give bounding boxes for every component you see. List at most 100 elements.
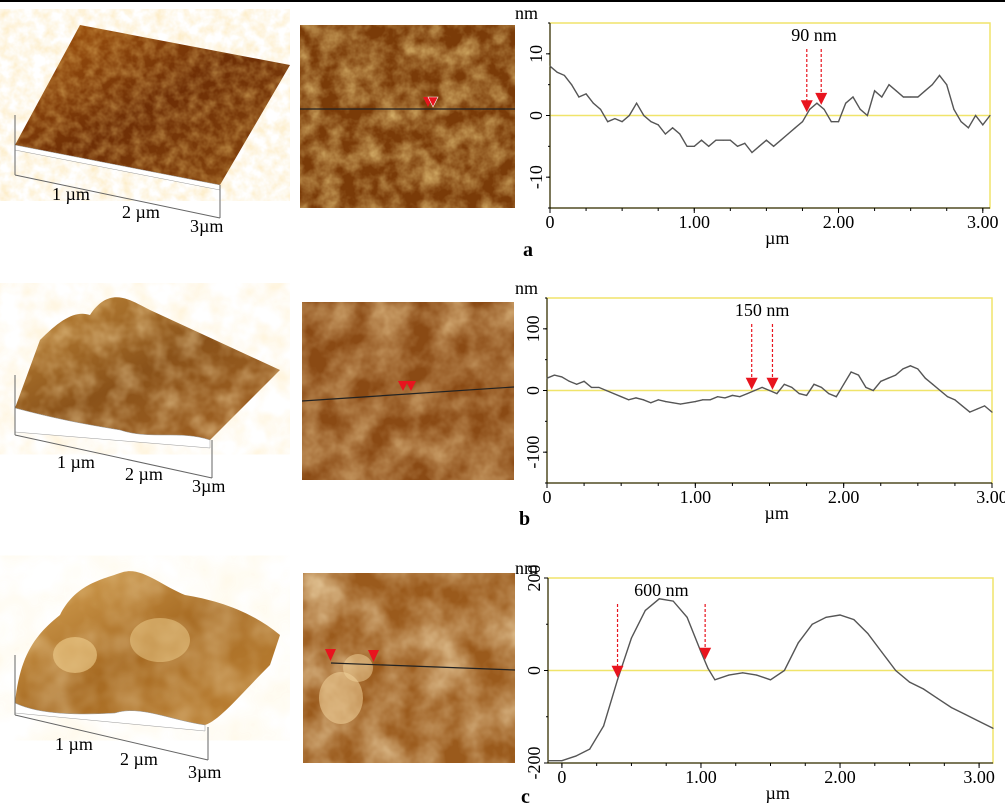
profile-point xyxy=(571,84,573,86)
profile-point xyxy=(628,114,630,117)
profile-point xyxy=(589,748,591,750)
profile-point xyxy=(936,697,938,699)
profile-point xyxy=(816,102,818,104)
profile-point xyxy=(621,121,623,123)
profile-point xyxy=(850,371,852,373)
profile-point xyxy=(643,114,645,117)
profile-point xyxy=(708,145,710,147)
marker-right xyxy=(406,381,416,391)
profile-point xyxy=(825,616,827,618)
profile-point xyxy=(867,632,869,635)
profile-point xyxy=(857,374,860,376)
y-axis-label: nm xyxy=(515,558,538,578)
profile-point xyxy=(976,408,978,410)
profile-point xyxy=(791,386,793,389)
marker-arrow xyxy=(699,647,712,660)
profile-point xyxy=(729,139,731,141)
profile-point xyxy=(776,392,778,395)
profile-line xyxy=(549,65,991,154)
profile-point xyxy=(902,368,904,370)
profile-point xyxy=(754,389,756,392)
profile-point xyxy=(576,383,578,385)
profile-point xyxy=(845,102,847,104)
profile-point xyxy=(605,389,607,392)
profile-point xyxy=(563,74,566,77)
profile-point xyxy=(585,93,587,95)
profile-point xyxy=(599,108,602,110)
profile-point xyxy=(961,405,963,407)
profile-point xyxy=(607,121,609,123)
profile-point xyxy=(843,383,845,385)
profile-point xyxy=(707,667,709,669)
marker-right xyxy=(368,650,379,662)
profile-point xyxy=(686,616,688,618)
x-tick-label: 0 xyxy=(543,487,552,507)
profile-point xyxy=(742,672,744,674)
profile-point xyxy=(783,383,785,385)
profile-point xyxy=(694,401,696,403)
afm-3d-surface-c: 1 µm 2 µm 3µm xyxy=(14,571,280,782)
profile-point xyxy=(665,401,667,403)
profile-point xyxy=(630,637,633,639)
profile-point xyxy=(813,383,815,385)
profile-point xyxy=(811,623,813,625)
profile-point xyxy=(989,114,991,117)
profile-point xyxy=(873,90,876,92)
profile-point xyxy=(835,396,837,398)
profile-point xyxy=(887,377,889,379)
profile-point xyxy=(837,121,840,123)
profile-point xyxy=(866,114,868,117)
profile-point xyxy=(642,399,645,401)
marker-right xyxy=(427,96,439,108)
profile-point xyxy=(946,396,949,398)
profile-point xyxy=(853,619,855,621)
profile-point xyxy=(758,145,760,147)
profile-point xyxy=(765,139,767,141)
profile-point xyxy=(880,380,882,382)
profile-point xyxy=(924,90,926,92)
profile-point xyxy=(895,669,897,672)
profile-point xyxy=(556,71,558,73)
y-tick-label: 100 xyxy=(523,315,543,342)
distance-annotation: 150 nm xyxy=(735,300,790,320)
profile-point xyxy=(992,727,994,729)
profile-point xyxy=(746,392,748,395)
profile-point xyxy=(616,679,619,681)
profile-point xyxy=(798,392,800,395)
afm-3d-surface-a: 1 µm 2 µm 3µm xyxy=(14,25,290,236)
profile-point xyxy=(801,121,804,123)
profile-point xyxy=(644,609,646,611)
profile-point xyxy=(983,405,986,407)
profile-point xyxy=(865,386,867,389)
profile-point xyxy=(783,669,786,672)
profile-point xyxy=(715,139,717,141)
profile-point xyxy=(922,688,925,690)
profile-point xyxy=(575,755,577,757)
x-tick-label: 1.00 xyxy=(679,212,711,232)
profile-point xyxy=(553,374,556,376)
profile-point xyxy=(909,365,912,367)
height-profile-chart-c: 200 0 -200 0 1.00 2.00 3.00 nm µm c 600 nm xyxy=(515,558,995,808)
profile-point xyxy=(751,151,753,154)
profile-point xyxy=(769,679,772,681)
profile-point xyxy=(590,386,593,389)
y-tick-label: 0 xyxy=(523,386,543,395)
profile-point xyxy=(709,399,711,401)
profile-point xyxy=(932,383,934,385)
profile-point xyxy=(780,139,782,141)
profile-point xyxy=(761,386,763,389)
profile-point xyxy=(960,121,962,123)
profile-point xyxy=(739,396,741,398)
profile-point xyxy=(620,396,622,398)
afm-3d-surface-b: 1 µm 2 µm 3µm xyxy=(14,297,280,496)
profile-point xyxy=(724,397,726,399)
x-tick-label: 1.00 xyxy=(685,767,717,787)
profile-point xyxy=(549,65,551,67)
profile-point xyxy=(664,133,667,135)
profile-point xyxy=(828,392,830,395)
profile-point xyxy=(702,399,704,401)
profile-point xyxy=(917,96,919,98)
distance-annotation: 600 nm xyxy=(634,580,689,600)
profile-point xyxy=(910,96,912,98)
profile-point xyxy=(969,411,971,413)
